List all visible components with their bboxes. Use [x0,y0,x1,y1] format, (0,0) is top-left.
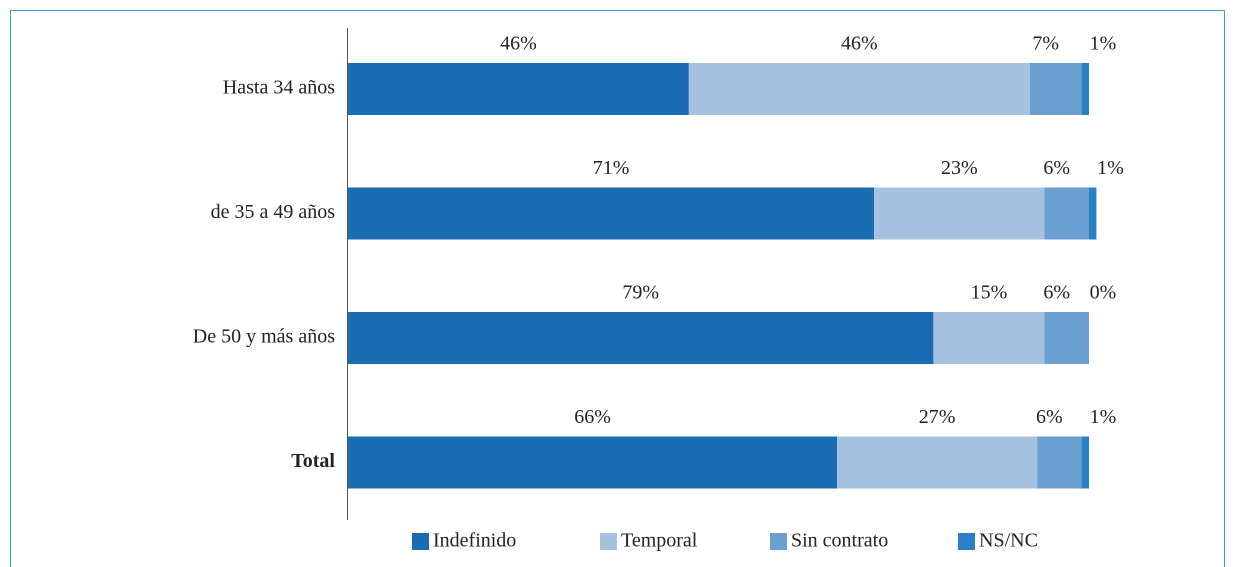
value-label: 1% [1090,406,1117,428]
bar-segment [1044,187,1089,240]
legend-label: Indefinido [433,530,516,552]
bar-segment [1089,187,1097,240]
value-label: 79% [622,282,659,304]
category-label: de 35 a 49 años [211,201,336,223]
value-label: 1% [1097,157,1124,179]
value-label: 7% [1032,33,1059,55]
value-label: 71% [593,157,630,179]
bar-segment [837,436,1038,489]
value-label: 1% [1090,33,1117,55]
bar-segment [348,63,689,115]
bar-segment [874,187,1045,240]
legend-swatch [958,533,975,550]
value-label: 6% [1043,157,1070,179]
bar-segment [1081,436,1089,489]
bar-segment [1029,63,1082,115]
legend-label: Sin contrato [791,530,888,552]
legend-label: Temporal [621,530,698,552]
value-label: 66% [574,406,611,428]
legend-label: NS/NC [979,530,1038,552]
value-label: 0% [1090,282,1117,304]
value-label: 6% [1036,406,1063,428]
legend-swatch [770,533,787,550]
category-label: Total [291,450,335,472]
bar-segment [1044,312,1089,364]
bar-segment [933,312,1045,364]
bar-segment [1037,436,1082,489]
bar-segment [348,436,838,489]
category-label: Hasta 34 años [223,77,335,99]
bar-segment [348,187,875,240]
value-label: 27% [919,406,956,428]
value-label: 23% [941,157,978,179]
bar-segment [1081,63,1089,115]
value-label: 6% [1043,282,1070,304]
legend-swatch [600,533,617,550]
category-label: De 50 y más años [193,326,335,348]
value-label: 15% [971,282,1008,304]
legend-swatch [412,533,429,550]
bar-segment [348,312,934,364]
value-label: 46% [841,33,878,55]
value-label: 46% [500,33,537,55]
bar-segment [688,63,1030,115]
